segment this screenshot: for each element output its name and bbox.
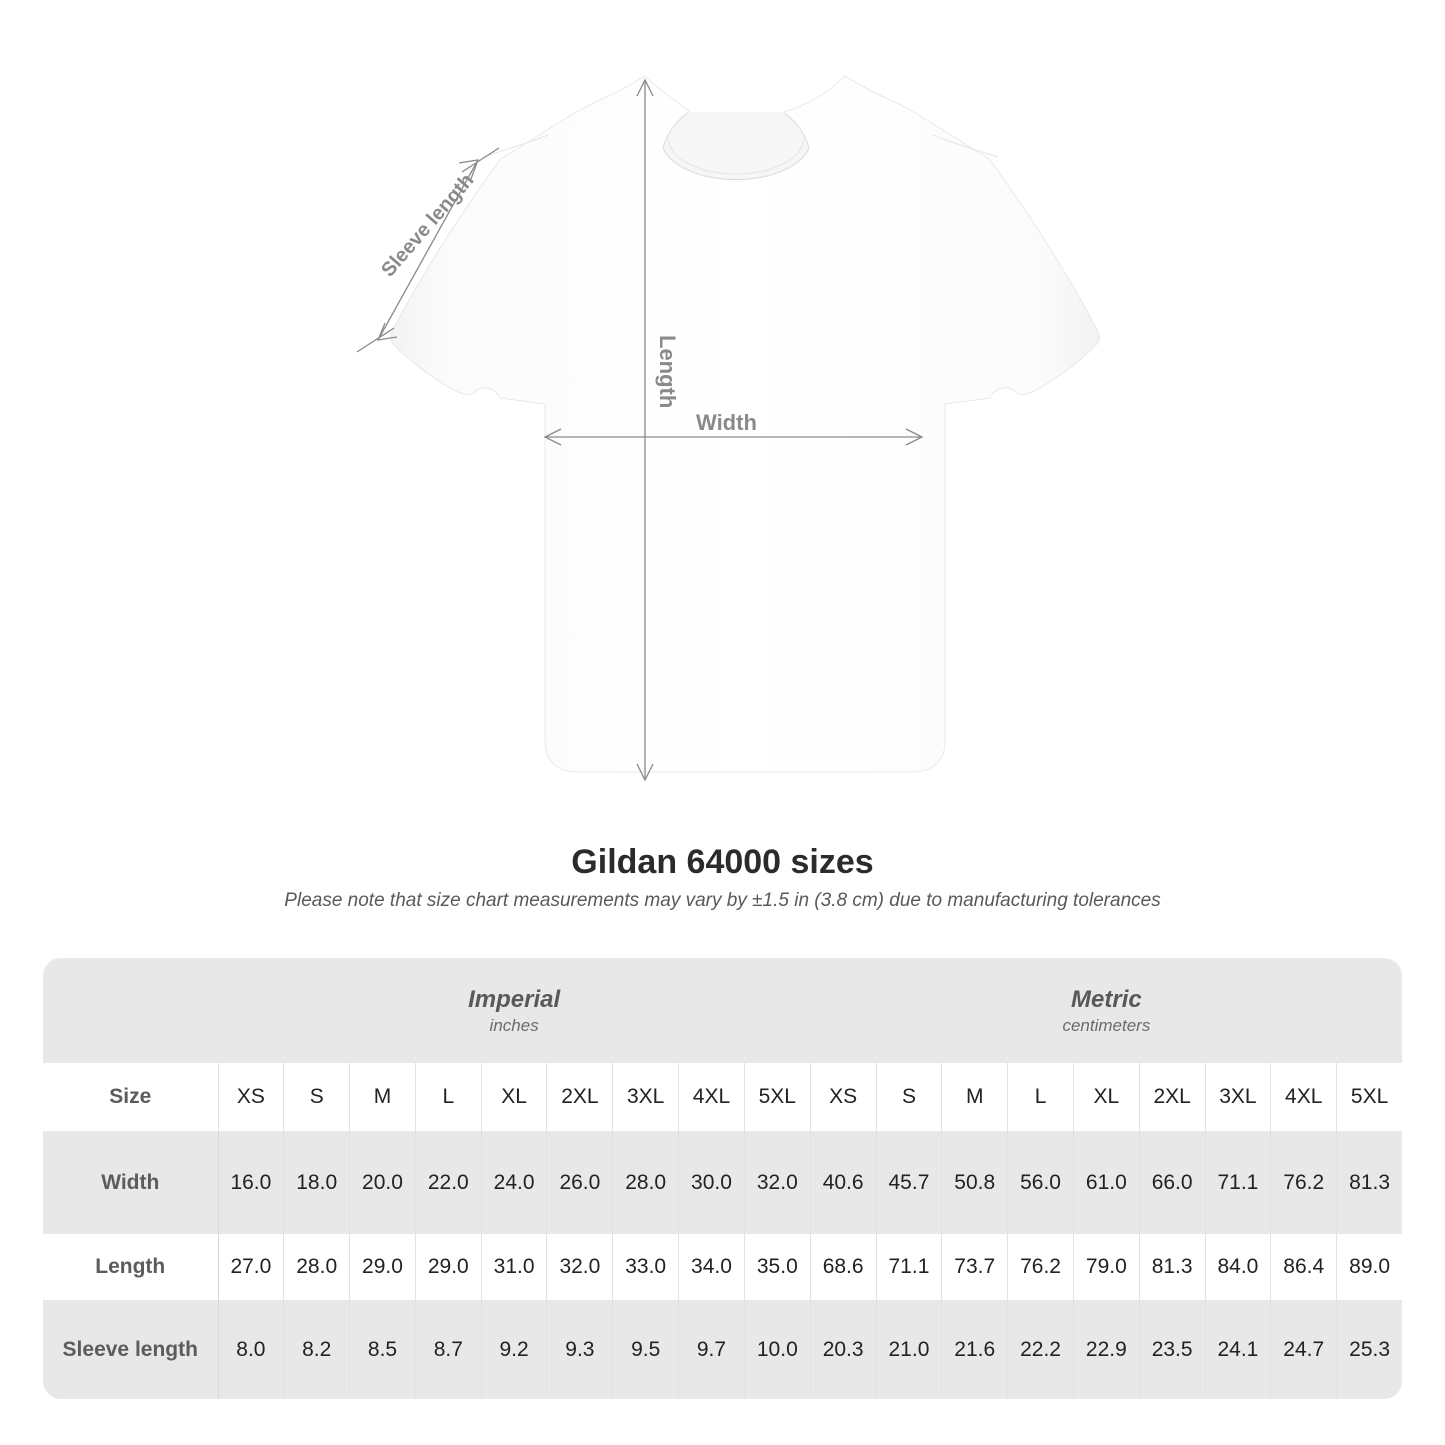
svg-text:Width: Width [696,410,757,435]
svg-text:Length: Length [655,335,680,408]
